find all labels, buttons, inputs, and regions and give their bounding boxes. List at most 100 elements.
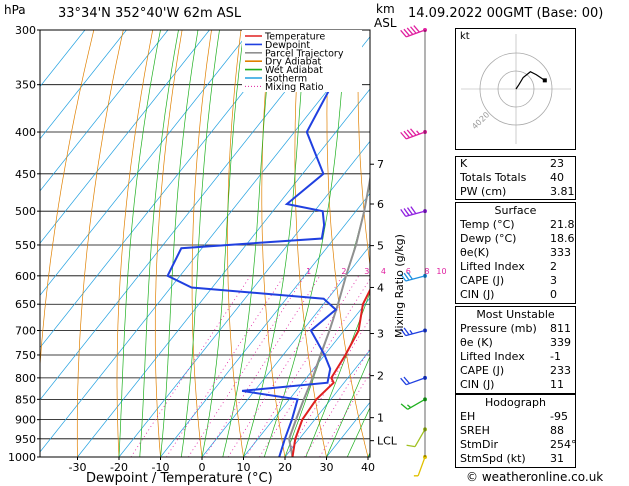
mixing-ratio-label: 3: [364, 267, 369, 276]
wind-barb-feather: [403, 130, 410, 139]
wind-barb-feather: [406, 129, 414, 137]
wet-adiabat-line: [326, 355, 370, 457]
mu-label: θe (K): [460, 336, 493, 349]
hodograph-table-panel: Hodograph EH -95 SREH 88 StmDir 254° StmSpd…: [455, 394, 577, 468]
surface-row: θe(K) 333: [460, 246, 571, 260]
wet-adiabat-line: [201, 30, 245, 457]
hodo-value: 31: [550, 452, 564, 465]
index-value: 23: [550, 157, 564, 170]
mu-value: 339: [550, 336, 571, 349]
surface-title: Surface: [494, 204, 537, 217]
pressure-tick-label: 800: [15, 372, 36, 385]
wind-barb-staff: [414, 429, 426, 447]
wind-barb: [406, 427, 427, 448]
surface-row: Temp (°C) 21.8: [460, 218, 575, 232]
surface-value: 0: [550, 288, 557, 301]
wind-barb-feather: [400, 131, 407, 140]
mu-row: Pressure (mb) 811: [460, 322, 571, 336]
temperature-tick-label: 30: [320, 461, 334, 474]
wet-adiabat-line: [305, 291, 370, 457]
isotherm-line: [284, 349, 370, 457]
mixing-ratio-line: [319, 372, 370, 457]
hodograph-trace: [515, 71, 546, 90]
surface-label: Dewp (°C): [460, 232, 517, 245]
mixing-ratio-label: 6: [406, 267, 411, 276]
hodograph-table-title: Hodograph: [485, 396, 546, 409]
mixing-ratio-label: 8: [424, 267, 429, 276]
dry-adiabat-line: [594, 30, 629, 457]
mixing-ratio-label: 1: [306, 267, 311, 276]
mixing-ratio-label: 4: [381, 267, 386, 276]
legend-label: Mixing Ratio: [265, 82, 324, 93]
mu-row: θe (K) 339: [460, 336, 571, 350]
mixing-ratio-label: 2: [341, 267, 346, 276]
pressure-tick-label: 550: [15, 239, 36, 252]
most-unstable-panel: Most Unstable Pressure (mb) 811 θe (K) 339…: [455, 306, 576, 394]
temperature-line: [291, 287, 370, 457]
surface-value: 18.6: [550, 232, 575, 245]
temperature-tick-label: 0: [199, 461, 206, 474]
wind-barb-feather: [406, 404, 412, 409]
mu-label: Pressure (mb): [460, 322, 537, 335]
wind-barb-staff: [417, 456, 426, 477]
wind-barb-feather: [403, 376, 410, 384]
pressure-tick-label: 1000: [8, 451, 36, 464]
dry-adiabat-line: [191, 30, 212, 457]
dry-adiabat-line: [294, 30, 327, 457]
wind-barb: [400, 327, 427, 337]
wind-barb-feather: [410, 206, 417, 215]
pressure-tick-label: 350: [15, 79, 36, 92]
pressure-tick-label: 500: [15, 205, 36, 218]
isotherm-line: [40, 30, 210, 244]
mu-label: Lifted Index: [460, 350, 525, 363]
index-label: K: [460, 157, 468, 170]
isotherm-line: [40, 30, 169, 192]
index-value: 40: [550, 171, 564, 184]
mu-value: -1: [550, 350, 561, 363]
dry-adiabat-line: [154, 30, 183, 457]
wind-barb: [413, 455, 427, 477]
legend-label: Isotherm: [265, 74, 307, 85]
legend-label: Dry Adiabat: [265, 57, 322, 68]
pressure-tick-label: 700: [15, 325, 36, 338]
mixing-ratio-axis-title: Mixing Ratio (g/kg): [393, 234, 406, 338]
surface-label: θe(K): [460, 246, 490, 259]
height-tick-label: 3: [377, 328, 384, 341]
wind-barb-feather: [403, 272, 410, 281]
hodograph-panel: 40 20 kt: [455, 28, 576, 150]
wet-adiabat-line: [160, 30, 199, 457]
copyright-label: © weatheronline.co.uk: [466, 470, 604, 484]
isotherm-line: [201, 245, 370, 457]
hodo-label: SREH: [460, 424, 490, 437]
pressure-tick-label: 850: [15, 393, 36, 406]
wet-adiabat-line: [243, 30, 307, 457]
temperature-tick-label: -20: [110, 461, 128, 474]
wet-adiabat-line: [118, 30, 161, 457]
wind-barb-feather: [400, 273, 407, 282]
surface-label: CIN (J): [460, 288, 495, 301]
wet-adiabat-line: [346, 406, 370, 457]
legend-label: Temperature: [264, 32, 325, 43]
isotherm-line: [40, 30, 86, 88]
index-value: 3.81: [550, 185, 575, 198]
hodo-row: EH -95: [460, 410, 571, 424]
indices-panel: K 23 Totals Totals 40 PW (cm) 3.81: [455, 156, 576, 200]
hodograph-storm-marker: [542, 78, 547, 83]
dry-adiabat-line: [76, 30, 124, 457]
mu-value: 11: [550, 378, 564, 391]
wet-adiabat-line: [180, 30, 220, 457]
index-row-pw: PW (cm) 3.81: [460, 185, 575, 199]
wind-barb-feather: [400, 328, 407, 337]
isotherm-line: [40, 36, 370, 453]
dry-adiabat-line: [357, 30, 370, 269]
mu-label: CAPE (J): [460, 364, 505, 377]
dewpoint-line: [166, 30, 338, 457]
legend-label: Wet Adiabat: [265, 65, 323, 76]
index-row-k: K 23: [460, 157, 571, 171]
hodo-row: StmDir 254°: [460, 438, 577, 452]
dry-adiabat-line: [116, 30, 154, 457]
wet-adiabat-line: [139, 30, 179, 457]
wind-barb: [400, 397, 427, 410]
temperature-tick-label: -30: [69, 461, 87, 474]
